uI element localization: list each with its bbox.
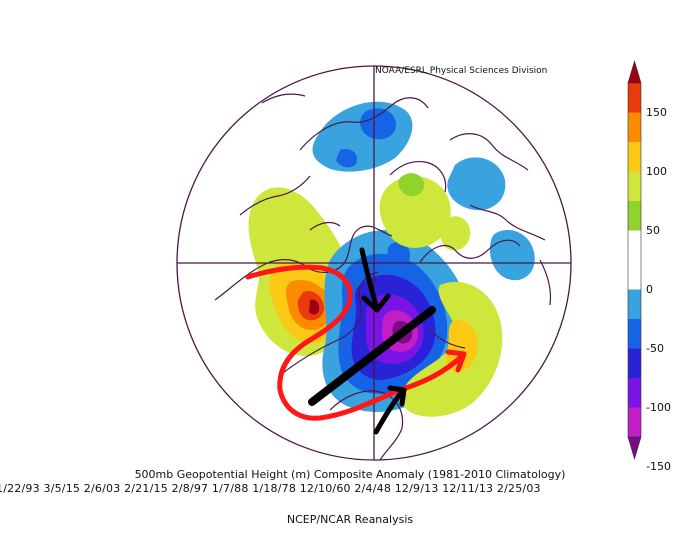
credit-label: NOAA/ESRL Physical Sciences Division <box>375 66 548 76</box>
colorbar-segment <box>628 348 641 379</box>
colorbar-segment <box>628 289 641 320</box>
colorbar <box>627 59 642 461</box>
negative-anomaly-europe <box>447 157 506 211</box>
composite-dates: 1/22/93 3/5/15 2/6/03 2/21/15 2/8/97 1/7… <box>0 482 541 495</box>
colorbar-max-triangle <box>627 59 642 84</box>
anomaly-fields <box>248 101 535 417</box>
colorbar-segments <box>627 59 642 461</box>
colorbar-tick-label: -150 <box>646 459 671 473</box>
map-title: 500mb Geopotential Height (m) Composite … <box>134 468 566 481</box>
jet-stream-annotation <box>245 264 467 421</box>
colorbar-segment <box>628 260 641 290</box>
colorbar-segment <box>628 83 641 113</box>
colorbar-segment <box>628 142 641 172</box>
colorbar-segment <box>628 112 641 143</box>
colorbar-tick-label: 0 <box>646 282 653 296</box>
arrow-north <box>359 247 391 313</box>
colorbar-segment <box>628 171 641 202</box>
arrow-south <box>373 385 407 435</box>
negative-anomaly-siberia <box>312 101 413 172</box>
colorbar-segment <box>628 407 641 438</box>
colorbar-segment <box>628 378 641 408</box>
colorbar-min-triangle <box>627 436 642 461</box>
colorbar-tick-label: 150 <box>646 105 667 119</box>
colorbar-tick-label: -50 <box>646 341 664 355</box>
colorbar-frame <box>627 82 642 438</box>
colorbar-tick-label: -100 <box>646 400 671 414</box>
colorbar-segment <box>628 319 641 349</box>
positive-anomaly-greenland <box>379 176 451 248</box>
trough-axis-line <box>308 306 436 406</box>
colorbar-tick-label: 50 <box>646 223 660 237</box>
colorbar-segment <box>628 230 641 261</box>
colorbar-tick-label: 100 <box>646 164 667 178</box>
data-source: NCEP/NCAR Reanalysis <box>286 513 414 526</box>
colorbar-segment <box>628 201 641 231</box>
map-grid <box>176 65 572 461</box>
